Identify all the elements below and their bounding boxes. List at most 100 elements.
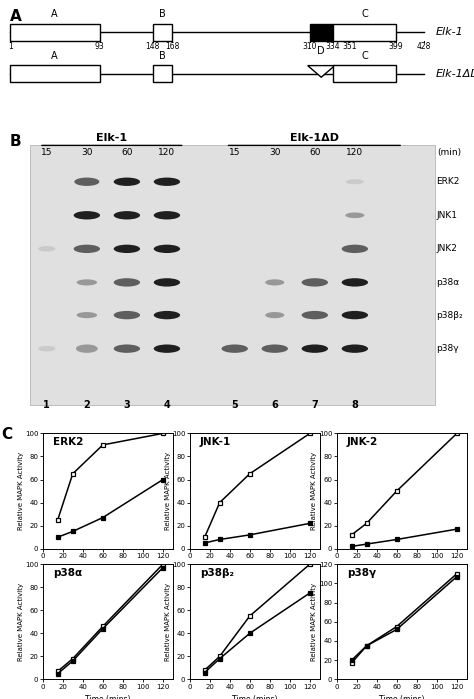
Text: 4: 4 [164, 400, 170, 410]
Text: JNK-1: JNK-1 [200, 437, 231, 447]
Bar [333, 24, 396, 41]
Ellipse shape [221, 345, 248, 353]
Text: p38γ: p38γ [436, 344, 459, 353]
Text: 15: 15 [229, 148, 240, 157]
Text: JNK1: JNK1 [436, 211, 457, 219]
Text: p38γ: p38γ [347, 568, 376, 577]
Ellipse shape [114, 345, 140, 353]
Y-axis label: Relative MAPK Activity: Relative MAPK Activity [164, 452, 171, 530]
Y-axis label: Relative MAPK Activity: Relative MAPK Activity [18, 583, 24, 661]
X-axis label: Time (mins): Time (mins) [85, 564, 130, 573]
Text: 120: 120 [158, 148, 175, 157]
Text: B: B [9, 134, 21, 149]
Ellipse shape [342, 345, 368, 353]
Text: D: D [318, 46, 325, 57]
Text: p38α: p38α [436, 278, 460, 287]
Text: 6: 6 [272, 400, 278, 410]
Text: Elk-1ΔD: Elk-1ΔD [290, 133, 339, 143]
Text: 1: 1 [8, 43, 13, 51]
Text: B: B [159, 9, 166, 19]
Text: 1: 1 [44, 400, 50, 410]
Bar [10, 24, 100, 41]
Ellipse shape [346, 179, 364, 185]
Ellipse shape [77, 312, 97, 318]
Text: JNK2: JNK2 [436, 245, 457, 253]
Ellipse shape [73, 211, 100, 219]
Ellipse shape [114, 278, 140, 287]
Text: C: C [361, 50, 368, 61]
Text: 30: 30 [269, 148, 281, 157]
Text: 428: 428 [417, 43, 431, 51]
Text: C: C [1, 427, 12, 442]
Text: (min): (min) [437, 148, 461, 157]
Text: ERK2: ERK2 [53, 437, 83, 447]
Ellipse shape [342, 278, 368, 287]
Ellipse shape [114, 211, 140, 219]
Text: A: A [9, 9, 21, 24]
Ellipse shape [265, 280, 284, 285]
Bar [310, 24, 333, 41]
Text: 8: 8 [351, 400, 358, 410]
Bar [30, 145, 435, 405]
Ellipse shape [301, 311, 328, 319]
Text: 351: 351 [342, 43, 356, 51]
Ellipse shape [77, 280, 97, 285]
Ellipse shape [76, 345, 98, 353]
Y-axis label: Relative MAPK Activity: Relative MAPK Activity [18, 452, 24, 530]
X-axis label: Time (mins): Time (mins) [85, 695, 130, 699]
Bar [153, 65, 172, 82]
Y-axis label: Relative MAPK Activity: Relative MAPK Activity [311, 583, 318, 661]
Ellipse shape [154, 311, 180, 319]
Text: A: A [51, 9, 57, 19]
Ellipse shape [301, 278, 328, 287]
Text: 399: 399 [389, 43, 403, 51]
X-axis label: Time (mins): Time (mins) [379, 564, 424, 573]
Text: 93: 93 [95, 43, 104, 51]
Ellipse shape [342, 245, 368, 253]
Text: 60: 60 [121, 148, 133, 157]
Ellipse shape [265, 312, 284, 318]
Text: p38β₂: p38β₂ [200, 568, 234, 577]
Text: 148: 148 [146, 43, 160, 51]
Ellipse shape [301, 345, 328, 353]
Text: C: C [361, 9, 368, 19]
Text: 30: 30 [81, 148, 92, 157]
Text: p38β₂: p38β₂ [436, 310, 463, 319]
Bar [10, 65, 100, 82]
Bar [333, 65, 396, 82]
Ellipse shape [154, 278, 180, 287]
Text: 7: 7 [311, 400, 318, 410]
Text: 310: 310 [302, 43, 317, 51]
Text: ERK2: ERK2 [436, 178, 460, 186]
Text: p38α: p38α [53, 568, 82, 577]
Text: A: A [51, 50, 57, 61]
Ellipse shape [154, 345, 180, 353]
Ellipse shape [154, 178, 180, 186]
Ellipse shape [154, 245, 180, 253]
Text: 168: 168 [165, 43, 179, 51]
Ellipse shape [114, 178, 140, 186]
Polygon shape [308, 66, 335, 77]
Text: Elk-1: Elk-1 [96, 133, 128, 143]
X-axis label: Time (mins): Time (mins) [232, 695, 277, 699]
Ellipse shape [38, 246, 55, 252]
Y-axis label: Relative MAPK Activity: Relative MAPK Activity [164, 583, 171, 661]
Ellipse shape [154, 211, 180, 219]
Text: JNK-2: JNK-2 [347, 437, 378, 447]
Text: 15: 15 [41, 148, 53, 157]
Text: 5: 5 [231, 400, 238, 410]
Ellipse shape [73, 245, 100, 253]
Ellipse shape [38, 346, 55, 352]
Ellipse shape [114, 245, 140, 253]
Ellipse shape [342, 311, 368, 319]
Ellipse shape [114, 311, 140, 319]
X-axis label: Time (mins): Time (mins) [232, 564, 277, 573]
Text: 3: 3 [124, 400, 130, 410]
Text: 2: 2 [83, 400, 90, 410]
Text: Elk-1ΔD: Elk-1ΔD [436, 69, 474, 79]
Text: 334: 334 [326, 43, 340, 51]
Text: 60: 60 [309, 148, 320, 157]
Ellipse shape [262, 345, 288, 353]
X-axis label: Time (mins): Time (mins) [379, 695, 424, 699]
Bar [153, 24, 172, 41]
